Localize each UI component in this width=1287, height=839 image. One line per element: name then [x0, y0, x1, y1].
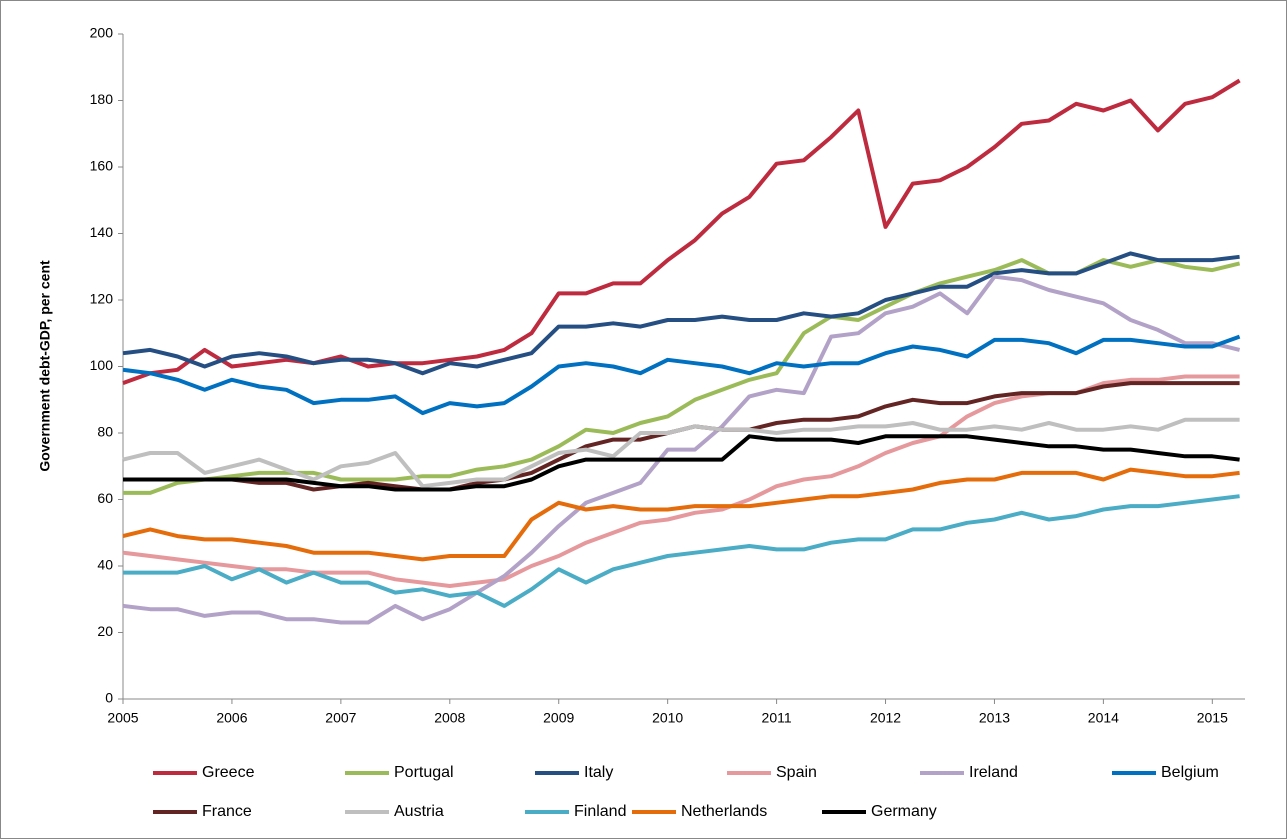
legend-label: Ireland [969, 764, 1018, 781]
y-tick-label: 80 [97, 424, 113, 440]
legend-label: Netherlands [681, 803, 767, 820]
series-line [122, 251, 1240, 376]
y-tick-label: 20 [97, 623, 113, 639]
y-tick-label: 60 [97, 490, 113, 506]
x-tick-label: 2011 [762, 710, 792, 726]
series-line [122, 417, 1240, 489]
legend-label: Greece [202, 764, 255, 781]
series-line [122, 467, 1240, 562]
y-tick-label: 200 [90, 25, 114, 41]
series-line [122, 334, 1241, 416]
series-line [123, 434, 1240, 492]
x-tick-label: 2005 [107, 710, 138, 726]
x-tick-label: 2012 [870, 710, 901, 726]
x-tick-label: 2007 [325, 710, 356, 726]
x-tick-label: 2014 [1088, 710, 1119, 726]
series-line [123, 494, 1240, 608]
x-tick-label: 2006 [216, 710, 247, 726]
legend-label: Spain [776, 764, 817, 781]
y-tick-label: 120 [90, 291, 114, 307]
legend-label: France [202, 803, 252, 820]
x-tick-label: 2015 [1197, 710, 1228, 726]
x-tick-label: 2013 [979, 710, 1010, 726]
legend-label: Finland [574, 803, 626, 820]
legend-label: Italy [584, 764, 613, 781]
y-tick-label: 40 [97, 557, 113, 573]
y-axis-label: Government debt-GDP, per cent [37, 260, 53, 472]
legend-label: Germany [871, 803, 937, 820]
y-tick-label: 100 [90, 357, 114, 373]
x-tick-label: 2008 [434, 710, 465, 726]
legend-label: Portugal [394, 764, 454, 781]
y-tick-label: 180 [90, 91, 114, 107]
legend-label: Austria [394, 803, 444, 820]
series-line [122, 274, 1241, 625]
legend-label: Belgium [1161, 764, 1219, 781]
y-tick-label: 140 [90, 224, 114, 240]
x-tick-label: 2009 [543, 710, 574, 726]
y-tick-label: 0 [105, 690, 113, 706]
y-tick-label: 160 [90, 158, 114, 174]
x-tick-label: 2010 [652, 710, 683, 726]
